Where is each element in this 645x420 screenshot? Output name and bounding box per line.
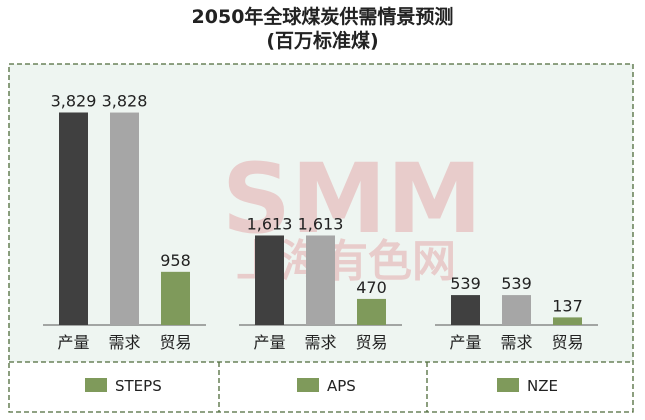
chart-title: 2050年全球煤炭供需情景预测: [191, 6, 454, 28]
tick-label-aps-1: 产量: [253, 333, 285, 352]
data-label-steps-2: 3,828: [102, 92, 148, 111]
legend-label-steps: STEPS: [115, 377, 162, 395]
outer-frame: [8, 63, 634, 413]
chart-subtitle: (百万标准煤): [266, 30, 379, 52]
data-label-nze-3: 137: [552, 296, 583, 315]
legend-label-nze: NZE: [527, 377, 558, 395]
tick-label-aps-2: 需求: [304, 333, 336, 352]
bar-nze-3: [553, 317, 582, 325]
data-label-aps-2: 1,613: [298, 214, 344, 233]
data-label-nze-2: 539: [501, 274, 532, 293]
legend-swatch-aps: [297, 378, 319, 392]
bar-steps-3: [161, 271, 190, 325]
bar-aps-2: [306, 235, 335, 325]
data-label-steps-3: 958: [160, 251, 191, 270]
tick-label-steps-3: 贸易: [159, 333, 191, 352]
legend-swatch-nze: [497, 378, 519, 392]
bar-steps-1: [59, 112, 88, 325]
bar-aps-3: [357, 298, 386, 325]
bar-nze-2: [502, 295, 531, 325]
data-label-nze-1: 539: [450, 274, 481, 293]
data-label-aps-1: 1,613: [247, 214, 293, 233]
bar-nze-1: [451, 295, 480, 325]
tick-label-nze-1: 产量: [449, 333, 481, 352]
tick-label-steps-1: 产量: [57, 333, 89, 352]
bar-aps-1: [255, 235, 284, 325]
tick-label-nze-3: 贸易: [551, 333, 583, 352]
data-label-aps-3: 470: [356, 278, 387, 297]
legend-swatch-steps: [85, 378, 107, 392]
tick-label-steps-2: 需求: [108, 333, 140, 352]
bar-steps-2: [110, 112, 139, 326]
tick-label-nze-2: 需求: [500, 333, 532, 352]
legend-label-aps: APS: [327, 377, 356, 395]
tick-label-aps-3: 贸易: [355, 333, 387, 352]
data-label-steps-1: 3,829: [51, 91, 97, 110]
